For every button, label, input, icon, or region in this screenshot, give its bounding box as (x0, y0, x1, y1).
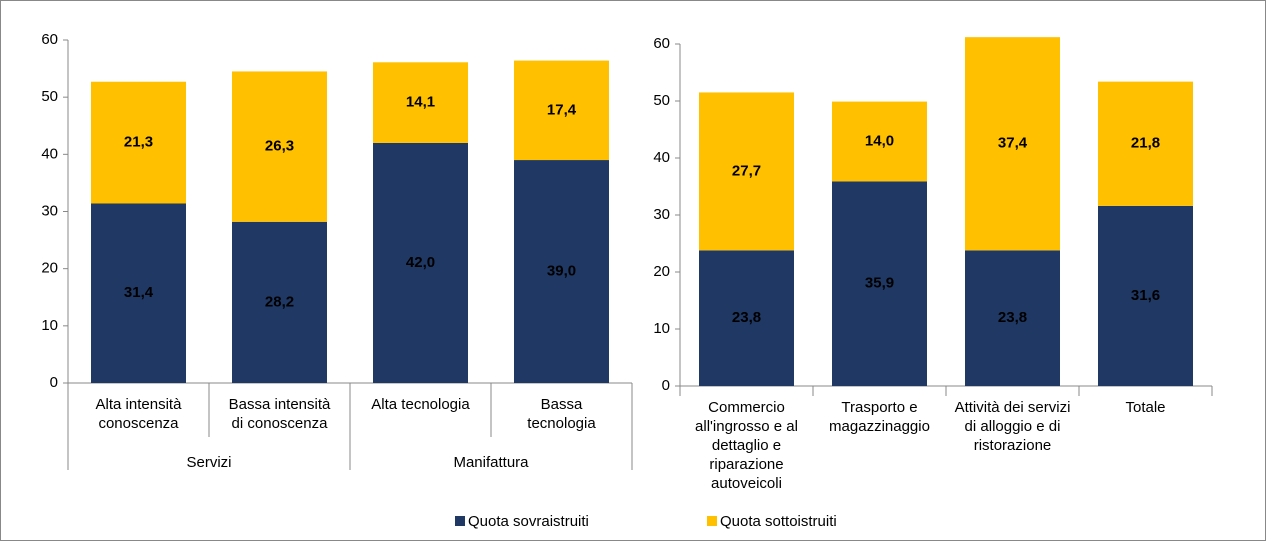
y-tick-label: 20 (653, 263, 670, 280)
bar-segment (1098, 205, 1193, 386)
legend-swatch (707, 516, 717, 526)
x-tick-label: Bassa tecnologia (527, 396, 596, 432)
bar-segment (373, 62, 468, 143)
value-label: 39,0 (547, 262, 576, 279)
y-tick-label: 0 (50, 374, 58, 391)
value-label: 42,0 (406, 254, 435, 271)
value-label: 21,3 (124, 134, 153, 151)
y-tick-label: 10 (41, 317, 58, 334)
value-label: 31,4 (124, 284, 154, 301)
bar-segment (1098, 81, 1193, 206)
value-label: 28,2 (265, 293, 294, 310)
bar-segment (232, 221, 327, 383)
bar-segment (232, 71, 327, 222)
y-tick-label: 60 (41, 31, 58, 48)
x-tick-label: Commercio all'ingrosso e al dettaglio e rip… (695, 399, 798, 492)
value-label: 23,8 (998, 309, 1027, 326)
value-label: 14,0 (865, 132, 894, 149)
bar-segment (91, 203, 186, 383)
y-tick-label: 30 (41, 202, 58, 219)
value-label: 37,4 (998, 135, 1028, 152)
legend-label: Quota sovraistruiti (468, 513, 589, 530)
group-label: Manifattura (453, 454, 529, 471)
x-tick-label: Attività dei servizi di alloggio e di rist… (955, 399, 1071, 454)
bar-segment (832, 181, 927, 386)
value-label: 27,7 (732, 162, 761, 179)
value-label: 23,8 (732, 309, 761, 326)
y-tick-label: 50 (653, 92, 670, 109)
value-label: 31,6 (1131, 287, 1160, 304)
x-tick-label: Totale (1125, 399, 1165, 416)
x-tick-label: Bassa intensità di conoscenza (229, 396, 331, 432)
legend-label: Quota sottoistruiti (720, 513, 837, 530)
group-label: Servizi (186, 454, 231, 471)
bar-segment (373, 142, 468, 383)
value-label: 35,9 (865, 275, 894, 292)
value-label: 26,3 (265, 138, 294, 155)
y-tick-label: 0 (662, 377, 670, 394)
bar-segment (699, 250, 794, 386)
value-label: 17,4 (547, 101, 577, 118)
bar-segment (514, 160, 609, 383)
bar-segment (965, 250, 1060, 386)
y-tick-label: 10 (653, 320, 670, 337)
bar-segment (832, 101, 927, 182)
bar-segment (965, 37, 1060, 251)
value-label: 14,1 (406, 94, 435, 111)
bar-segment (699, 92, 794, 251)
value-label: 21,8 (1131, 135, 1160, 152)
y-tick-label: 60 (653, 35, 670, 52)
y-tick-label: 40 (653, 149, 670, 166)
bar-segment (514, 60, 609, 161)
x-tick-label: Alta intensità conoscenza (96, 396, 183, 432)
y-tick-label: 40 (41, 145, 58, 162)
y-tick-label: 30 (653, 206, 670, 223)
y-tick-label: 50 (41, 88, 58, 105)
y-tick-label: 20 (41, 260, 58, 277)
bar-segment (91, 81, 186, 204)
legend-swatch (455, 516, 465, 526)
x-tick-label: Alta tecnologia (371, 396, 470, 413)
x-tick-label: Trasporto e magazzinaggio (829, 399, 930, 435)
